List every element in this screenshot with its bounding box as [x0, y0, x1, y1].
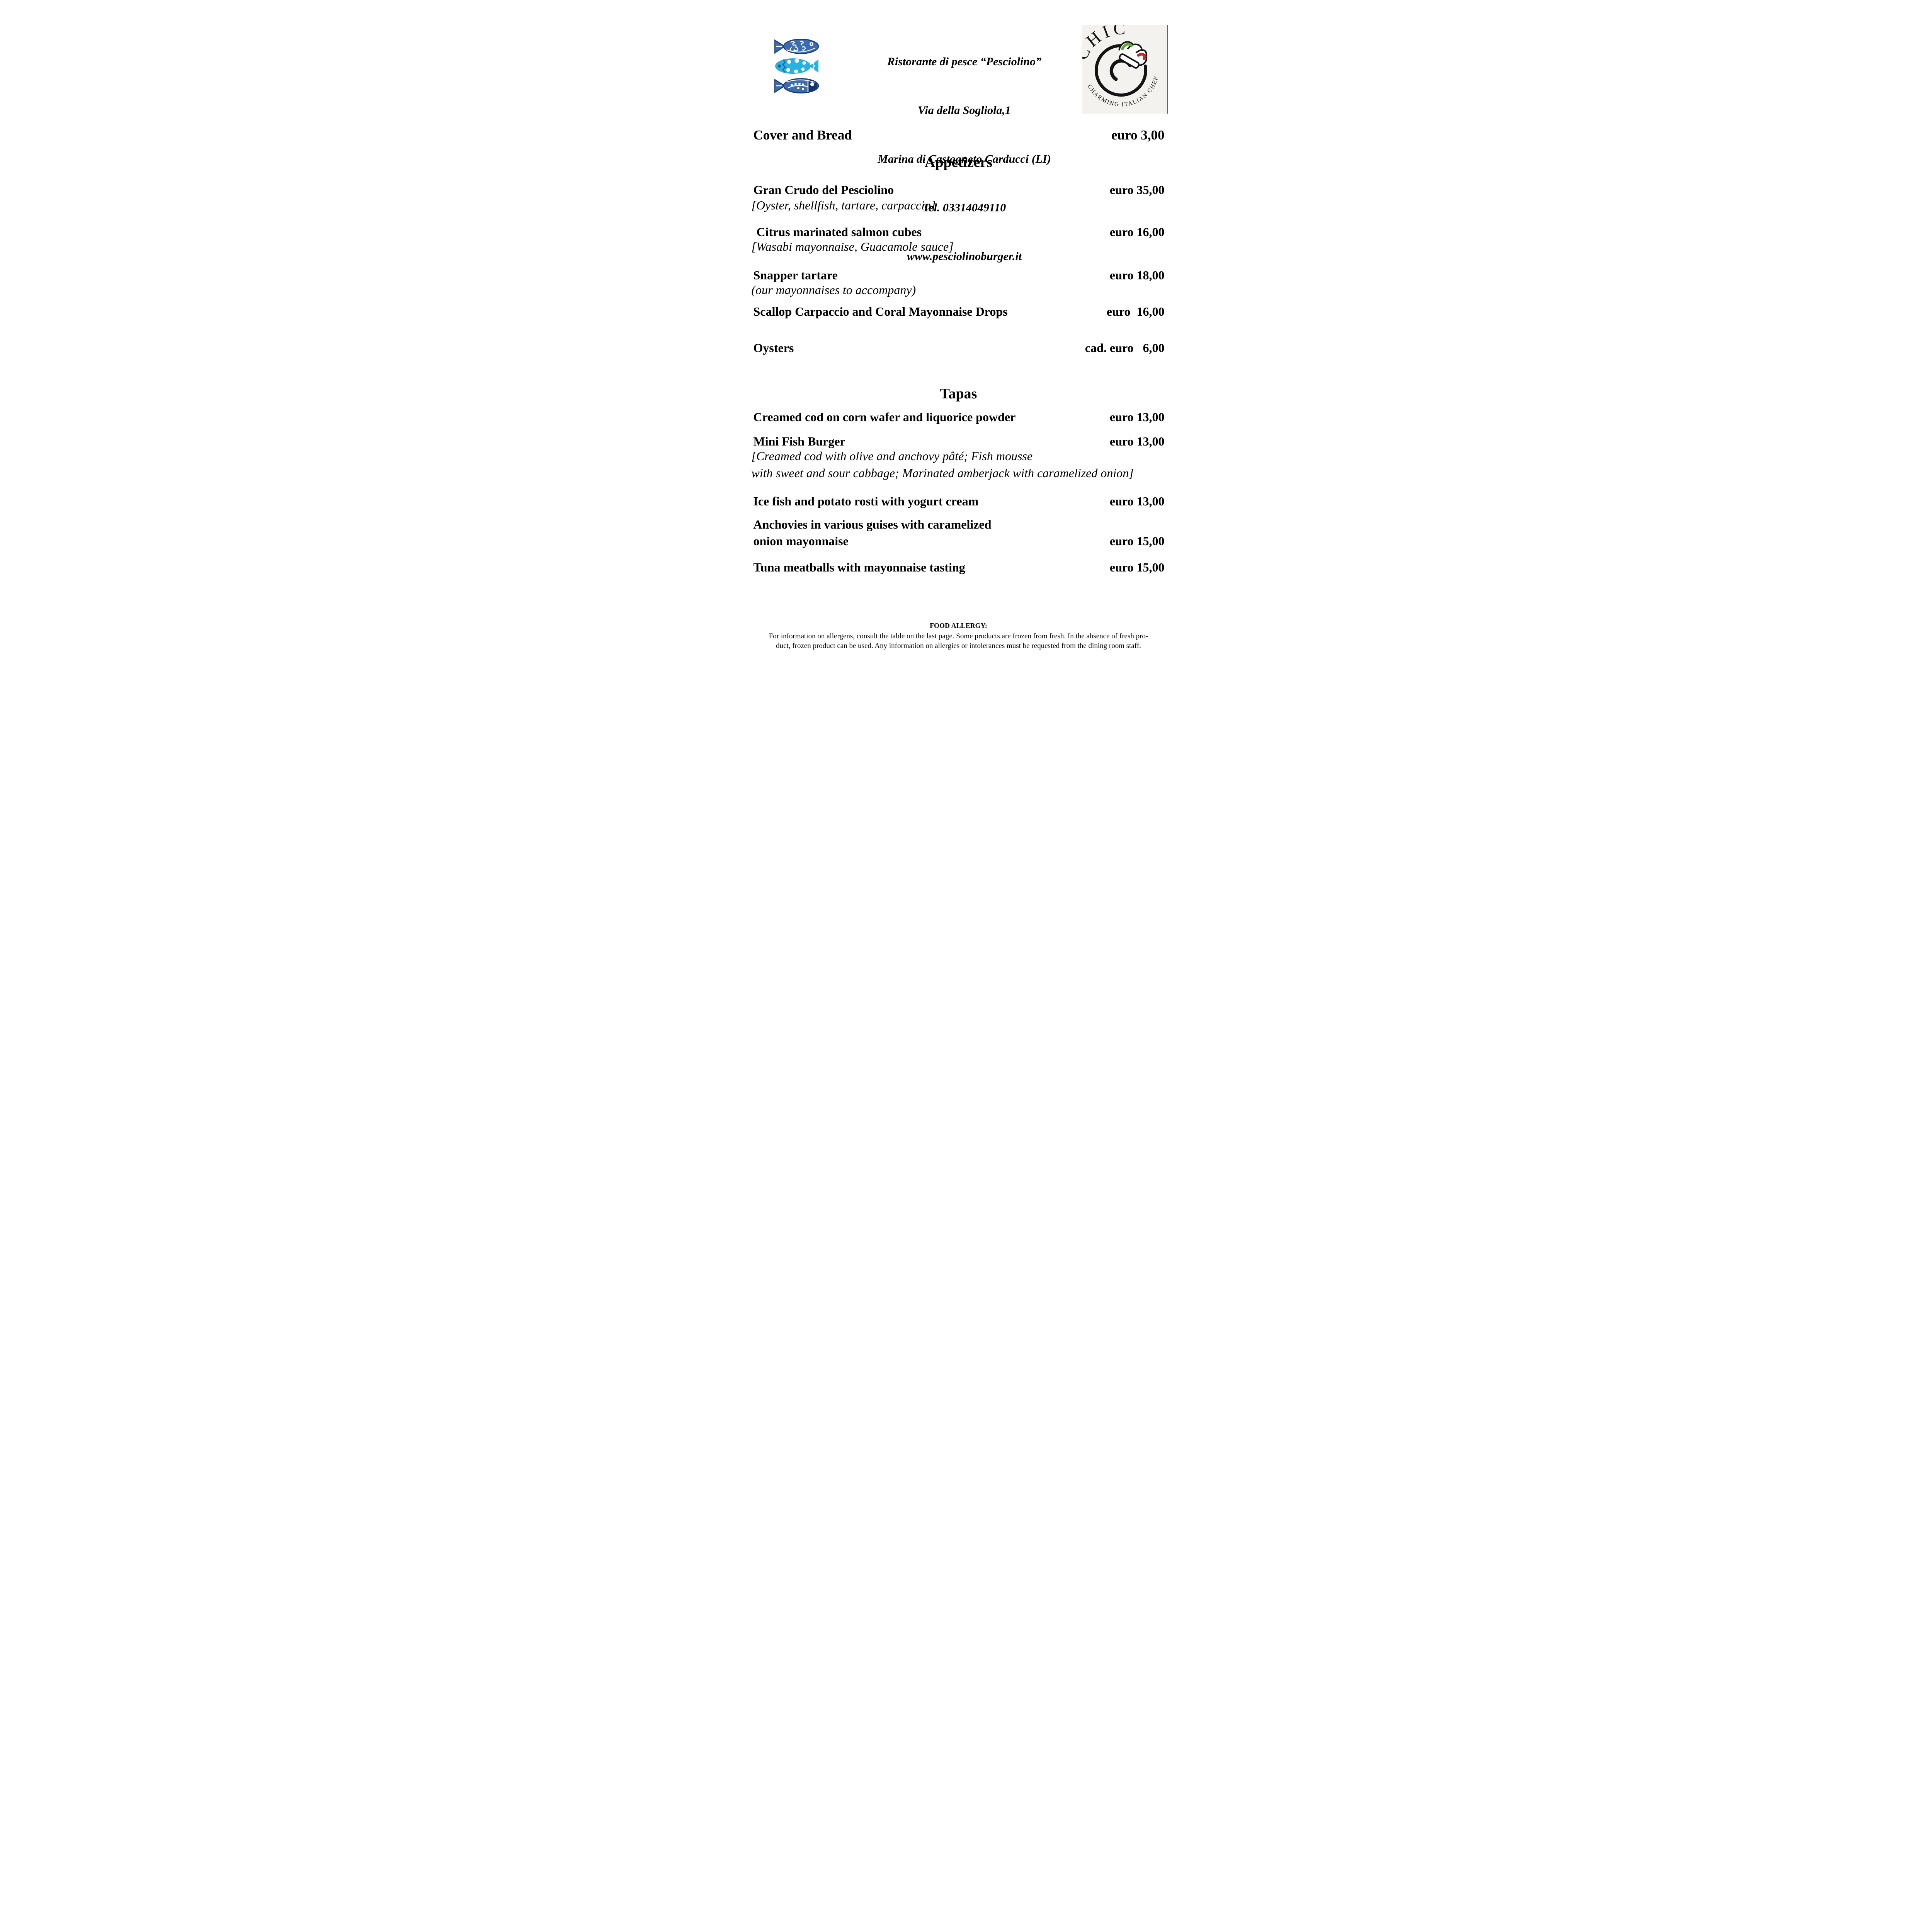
food-allergy-line: duct, frozen product can be used. Any in…	[776, 642, 1141, 650]
item-name: Snapper tartare	[753, 268, 838, 282]
food-allergy-line: For information on allergens, consult th…	[769, 632, 1148, 640]
item-price: euro 13,00	[1109, 410, 1165, 424]
section-title-tapas: Tapas	[940, 386, 977, 402]
food-allergy-title: FOOD ALLERGY:	[930, 622, 987, 629]
menu-row: Ice fish and potato rosti with yogurt cr…	[754, 495, 1165, 508]
item-name: Scallop Carpaccio and Coral Mayonnaise D…	[753, 304, 1008, 318]
chic-logo: CHIC CHARMING ITALIAN CHEF	[1071, 18, 1168, 114]
item-price: euro 16,00	[1106, 304, 1165, 318]
restaurant-name: Ristorante di pesce “Pesciolino”	[887, 55, 1042, 68]
item-name: Ice fish and potato rosti with yogurt cr…	[753, 494, 979, 508]
item-price: euro 3,00	[1111, 128, 1165, 143]
restaurant-header: Ristorante di pesce “Pesciolino” Via del…	[816, 21, 1113, 297]
menu-row: Gran Crudo del Pesciolino euro 35,00	[754, 183, 1165, 197]
item-price: euro 15,00	[1109, 560, 1165, 574]
item-name: Citrus marinated salmon cubes	[753, 225, 922, 239]
menu-row: Tuna meatballs with mayonnaise tasting e…	[754, 561, 1165, 574]
item-name: Gran Crudo del Pesciolino	[753, 183, 894, 197]
item-name: onion mayonnaise	[753, 534, 849, 548]
item-description: [Wasabi mayonnaise, Guacamole sauce]	[751, 240, 954, 253]
item-name: Mini Fish Burger	[753, 434, 845, 448]
menu-row: onion mayonnaise euro 15,00	[754, 534, 1165, 548]
menu-page: Ristorante di pesce “Pesciolino” Via del…	[719, 0, 1198, 678]
item-description: [Oyster, shellfish, tartare, carpaccio]	[751, 198, 936, 212]
restaurant-city: Marina di Castagneto Carducci (LI)	[878, 153, 1051, 165]
menu-row: Citrus marinated salmon cubes euro 16,00	[754, 225, 1165, 239]
item-price: euro 13,00	[1109, 434, 1165, 448]
item-price: euro 18,00	[1109, 268, 1165, 282]
menu-row: Mini Fish Burger euro 13,00	[754, 435, 1165, 448]
menu-row: Oysters cad. euro 6,00	[754, 341, 1165, 355]
chic-logo-icon: CHIC CHARMING ITALIAN CHEF	[1071, 18, 1159, 108]
menu-row-cover: Cover and Bread euro 3,00	[754, 128, 1165, 143]
item-description: with sweet and sour cabbage; Marinated a…	[751, 466, 1134, 480]
item-name: Oysters	[753, 341, 794, 355]
item-name: Creamed cod on corn wafer and liquorice …	[753, 410, 1016, 424]
chef-hat-icon	[1118, 41, 1147, 69]
menu-row: Snapper tartare euro 18,00	[754, 269, 1165, 282]
section-title-appetizers: Appetizers	[924, 154, 993, 170]
menu-row: Creamed cod on corn wafer and liquorice …	[754, 410, 1165, 424]
item-description: (our mayonnaises to accompany)	[751, 283, 916, 297]
restaurant-website: www.pesciolinoburger.it	[907, 250, 1022, 263]
restaurant-street: Via della Sogliola,1	[918, 104, 1011, 117]
item-price: euro 35,00	[1109, 183, 1165, 197]
item-price: euro 16,00	[1109, 225, 1165, 239]
menu-row: Scallop Carpaccio and Coral Mayonnaise D…	[754, 305, 1165, 318]
restaurant-phone: Tel. 03314049110	[922, 201, 1006, 214]
item-price: euro 13,00	[1109, 494, 1165, 508]
item-price: cad. euro 6,00	[1085, 341, 1165, 355]
item-name: Cover and Bread	[753, 128, 852, 143]
item-name: Anchovies in various guises with caramel…	[753, 517, 992, 531]
item-description: [Creamed cod with olive and anchovy pâté…	[751, 449, 1033, 463]
fish-bottom	[774, 78, 819, 94]
item-price: euro 15,00	[1109, 534, 1165, 548]
fish-middle	[775, 58, 818, 74]
item-name: Tuna meatballs with mayonnaise tasting	[753, 560, 965, 574]
fish-logo-icon	[774, 39, 819, 94]
fish-top	[774, 39, 819, 54]
